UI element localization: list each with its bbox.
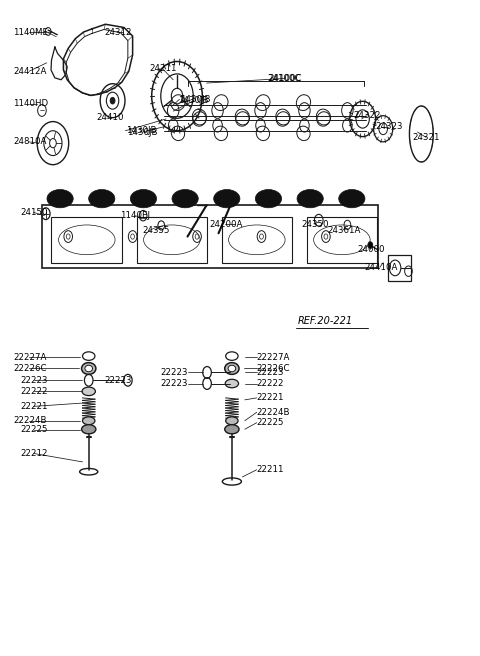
Text: 1430JB: 1430JB: [127, 127, 157, 136]
Text: 22223: 22223: [257, 368, 284, 377]
Text: 24150: 24150: [21, 208, 48, 217]
Ellipse shape: [225, 363, 239, 375]
Ellipse shape: [226, 417, 238, 424]
Ellipse shape: [172, 190, 198, 208]
Bar: [222, 217, 292, 262]
Text: 24322: 24322: [353, 112, 381, 120]
Text: 1430JB: 1430JB: [178, 96, 208, 105]
Text: 1430JB: 1430JB: [180, 95, 211, 104]
Text: 24100C: 24100C: [269, 74, 302, 83]
Ellipse shape: [225, 379, 239, 388]
Text: 22223: 22223: [160, 368, 188, 377]
Text: 24000: 24000: [357, 245, 384, 254]
Text: 22224B: 22224B: [257, 408, 290, 417]
Text: 24412A: 24412A: [13, 67, 47, 76]
Text: 24410: 24410: [97, 113, 124, 121]
Ellipse shape: [47, 190, 73, 208]
Ellipse shape: [214, 190, 240, 208]
Text: 22223: 22223: [104, 376, 132, 385]
Text: 1430JB: 1430JB: [126, 126, 157, 135]
Text: 24810A: 24810A: [13, 137, 47, 146]
Ellipse shape: [85, 365, 93, 372]
Ellipse shape: [255, 190, 282, 208]
Ellipse shape: [89, 190, 115, 208]
Circle shape: [368, 242, 372, 249]
Ellipse shape: [82, 363, 96, 375]
Circle shape: [110, 97, 115, 104]
Text: 24350: 24350: [301, 220, 329, 229]
Text: 22227A: 22227A: [13, 353, 47, 362]
Text: 1140EJ: 1140EJ: [120, 211, 150, 220]
Text: 22221: 22221: [257, 394, 284, 402]
Ellipse shape: [228, 365, 236, 372]
Text: 22226C: 22226C: [13, 364, 47, 373]
Ellipse shape: [83, 417, 95, 424]
Text: 22225: 22225: [21, 425, 48, 434]
Text: 22212: 22212: [21, 449, 48, 458]
Ellipse shape: [225, 424, 239, 434]
Text: 22226C: 22226C: [257, 364, 290, 373]
Ellipse shape: [82, 387, 96, 396]
Text: 24211: 24211: [149, 64, 177, 73]
Text: 1140ME: 1140ME: [13, 28, 48, 37]
Text: 22223: 22223: [21, 376, 48, 385]
Text: 22222: 22222: [257, 379, 284, 388]
Bar: [136, 217, 207, 262]
Text: 22221: 22221: [21, 402, 48, 411]
Ellipse shape: [339, 190, 365, 208]
Text: REF.20-221: REF.20-221: [297, 316, 352, 327]
Text: 22225: 22225: [257, 419, 284, 427]
Ellipse shape: [82, 424, 96, 434]
Text: 22223: 22223: [160, 379, 188, 388]
Text: 24355: 24355: [142, 226, 169, 234]
Text: 24410A: 24410A: [364, 263, 397, 272]
Text: 24323: 24323: [375, 122, 403, 131]
Ellipse shape: [297, 190, 323, 208]
Text: 24100C: 24100C: [267, 74, 300, 83]
Text: 22224B: 22224B: [13, 417, 47, 425]
Text: 24321: 24321: [413, 133, 440, 142]
Text: 24312: 24312: [104, 28, 132, 37]
Text: 22222: 22222: [21, 387, 48, 396]
Text: 1140HD: 1140HD: [13, 100, 48, 108]
Text: 24361A: 24361A: [327, 226, 360, 234]
Text: 24200A: 24200A: [209, 220, 242, 229]
Text: 22211: 22211: [257, 465, 284, 474]
Bar: [388, 255, 411, 281]
Bar: [51, 217, 122, 262]
Bar: [42, 205, 378, 268]
Ellipse shape: [130, 190, 156, 208]
Bar: [307, 217, 377, 262]
Text: 22227A: 22227A: [257, 353, 290, 362]
